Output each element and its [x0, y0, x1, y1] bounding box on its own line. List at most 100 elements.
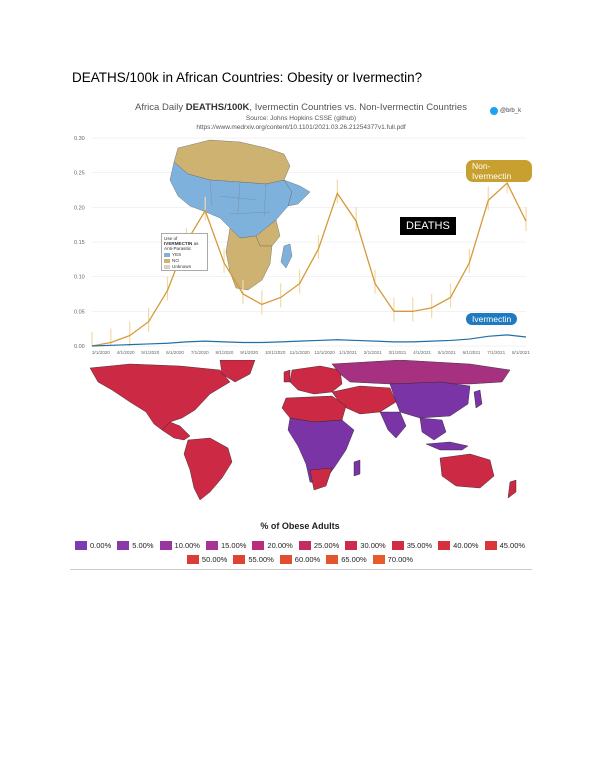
europe	[289, 365, 343, 395]
legend-swatch	[345, 541, 358, 550]
legend-label: 55.00%	[248, 555, 274, 564]
legend-swatch	[233, 555, 246, 564]
non-ivermectin-line	[91, 182, 527, 347]
y-tick-label: 0.05	[74, 309, 85, 315]
legend-swatch	[391, 541, 404, 550]
legend-label: 60.00%	[294, 555, 321, 564]
madagascar	[280, 243, 293, 269]
x-tick-label: 9/1/2020	[240, 350, 258, 355]
legend-swatch	[326, 555, 339, 564]
legend-swatch	[298, 541, 311, 550]
legend-item: 35.00%	[391, 541, 433, 550]
y-tick-label: 0.30	[74, 136, 85, 142]
legend-item: 5.00%	[117, 541, 154, 550]
y-tick-label: 0.00	[74, 344, 85, 350]
non-ivermectin-label: Non-Ivermectin	[466, 160, 532, 182]
x-tick-label: 6/1/2020	[166, 350, 184, 355]
ivermectin-line	[91, 334, 527, 347]
obesity-world-map	[89, 360, 517, 500]
legend-item: 70.00%	[372, 555, 414, 564]
legend-item-no: NO	[164, 258, 205, 263]
x-tick-label: 8/1/2021	[512, 350, 530, 355]
indonesia	[425, 441, 469, 451]
legend-label: 45.00%	[499, 541, 526, 550]
x-tick-label: 12/1/2020	[314, 350, 335, 355]
legend-swatch	[252, 541, 265, 550]
x-tick-label: 5/1/2021	[438, 350, 456, 355]
legend-item: 10.00%	[159, 541, 200, 550]
legend-label: 30.00%	[360, 541, 386, 550]
ivermectin-label: Ivermectin	[466, 313, 518, 325]
east-asia	[389, 381, 471, 419]
x-tick-label: 7/1/2021	[487, 350, 505, 355]
legend-label: 5.00%	[132, 541, 154, 550]
chart-title: Africa Daily DEATHS/100K, Ivermectin Cou…	[135, 102, 467, 113]
legend-label: 20.00%	[267, 541, 293, 550]
legend-label: 35.00%	[406, 541, 433, 550]
legend-label: 70.00%	[387, 555, 414, 564]
twitter-handle: @brb_k	[490, 107, 521, 115]
legend-item: 50.00%	[186, 555, 228, 564]
deaths-chart: Africa Daily DEATHS/100K, Ivermectin Cou…	[70, 96, 532, 358]
legend-item: 65.00%	[326, 555, 367, 564]
x-tick-label: 5/1/2020	[141, 350, 159, 355]
africa-horn-region	[283, 179, 311, 207]
africa-inset-map	[169, 139, 311, 291]
y-tick-label: 0.20	[74, 205, 85, 211]
central-america	[161, 421, 191, 441]
madagascar-obesity	[353, 459, 361, 477]
x-tick-label: 10/1/2020	[265, 350, 286, 355]
legend-item: 40.00%	[438, 541, 479, 550]
chart-source: Source: Johns Hopkins CSSE (github)	[245, 115, 357, 122]
legend-swatch	[372, 555, 385, 564]
southern-africa-obesity	[309, 467, 333, 491]
obesity-legend-row-1: 0.00% 5.00% 10.00% 15.00% 20.00% 25.00% 30.00%…	[0, 541, 600, 550]
greenland	[219, 360, 256, 383]
document-title: DEATHS/100k in African Countries: Obesit…	[72, 70, 423, 85]
new-zealand	[507, 479, 517, 499]
legend-swatch	[205, 541, 218, 550]
y-tick-label: 0.15	[74, 240, 85, 246]
chart-plot: 0.00 0.05 0.10 0.15 0.20 0.25 0.30 3/1/2020 4/1…	[74, 136, 530, 355]
legend-label: 40.00%	[453, 541, 479, 550]
legend-swatch	[117, 541, 130, 550]
legend-item: 25.00%	[298, 541, 339, 550]
x-tick-label: 11/1/2020	[290, 350, 311, 355]
legend-item: 55.00%	[233, 555, 274, 564]
legend-swatch	[438, 541, 451, 550]
australia	[439, 453, 495, 489]
x-tick-label: 4/1/2020	[117, 350, 135, 355]
chart-url: https://www.medrxiv.org/content/10.1101/…	[196, 124, 406, 131]
legend-item-yes: YES	[164, 252, 205, 257]
legend-label: 0.00%	[89, 541, 112, 550]
y-tick-label: 0.25	[74, 171, 85, 177]
south-america	[183, 437, 233, 500]
x-tick-label: 8/1/2020	[216, 350, 234, 355]
legend-item: 15.00%	[205, 541, 247, 550]
x-tick-label: 6/1/2021	[463, 350, 481, 355]
legend-item-unknown: Unknown	[164, 264, 205, 269]
russia	[331, 360, 511, 385]
legend-item: 0.00%	[74, 541, 112, 550]
legend-swatch	[74, 541, 87, 550]
legend-item: 30.00%	[345, 541, 386, 550]
deaths-annotation: DEATHS	[400, 217, 456, 235]
legend-label: 15.00%	[220, 541, 247, 550]
ivermectin-legend: Use of IVERMECTIN as Anti-Parasitic YES …	[161, 233, 208, 271]
x-tick-label: 7/1/2020	[191, 350, 209, 355]
uk	[283, 369, 291, 383]
x-tick-label: 1/1/2021	[339, 350, 357, 355]
legend-swatch	[186, 555, 199, 564]
ivermectin-legend-title: Use of IVERMECTIN as Anti-Parasitic	[164, 236, 199, 251]
x-tick-label: 3/1/2021	[388, 350, 406, 355]
x-tick-label: 2/1/2021	[364, 350, 382, 355]
africa-south-region	[225, 227, 273, 291]
legend-swatch	[279, 555, 292, 564]
north-america	[89, 363, 231, 431]
x-tick-label: 3/1/2020	[92, 350, 110, 355]
legend-label: 65.00%	[341, 555, 367, 564]
legend-label: 50.00%	[201, 555, 228, 564]
obesity-legend-title: % of Obese Adults	[260, 521, 340, 531]
legend-item: 60.00%	[279, 555, 321, 564]
legend-label: 10.00%	[174, 541, 200, 550]
